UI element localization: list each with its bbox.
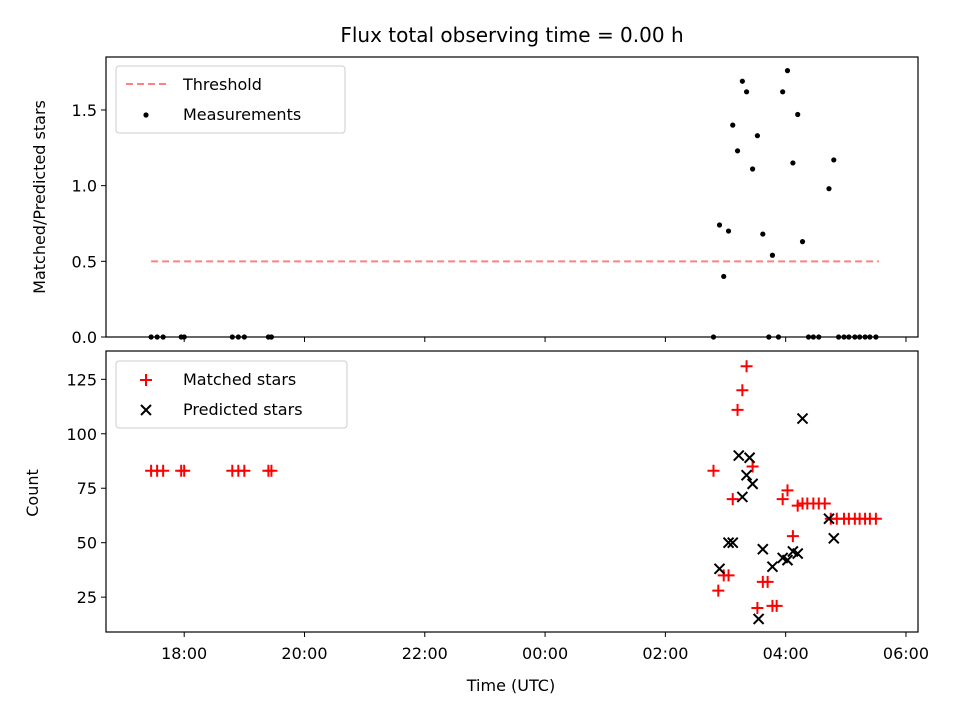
matched-star-point bbox=[238, 464, 251, 477]
matched-star-point bbox=[751, 602, 764, 615]
bottom-legend: Matched stars Predicted stars bbox=[115, 360, 348, 429]
top-y-tick-label: 1.5 bbox=[72, 101, 97, 120]
measurement-point bbox=[831, 157, 837, 163]
predicted-star-point bbox=[713, 563, 726, 575]
top-y-tick-label: 1.0 bbox=[72, 177, 97, 196]
measurement-point bbox=[734, 148, 741, 154]
predicted-star-point bbox=[766, 560, 779, 573]
matched-star-point bbox=[869, 512, 882, 525]
predicted-star-point bbox=[796, 412, 809, 425]
measurement-point bbox=[749, 166, 756, 172]
matched-star-point bbox=[746, 460, 759, 473]
legend-predicted-label: Predicted stars bbox=[183, 400, 303, 419]
matched-legend-swatch bbox=[140, 374, 152, 386]
measurement-point bbox=[799, 239, 806, 245]
x-tick-label: 02:00 bbox=[642, 644, 688, 663]
bottom-y-tick-label: 50 bbox=[77, 534, 97, 553]
measurement-point bbox=[795, 111, 801, 118]
measurement-point bbox=[743, 89, 750, 95]
top-y-tick-label: 0.5 bbox=[72, 252, 97, 271]
x-tick-label: 22:00 bbox=[402, 644, 448, 663]
predicted-star-point bbox=[828, 532, 840, 545]
x-tick-label: 18:00 bbox=[161, 644, 207, 663]
matched-star-point bbox=[736, 384, 749, 397]
bottom-y-tick-label: 75 bbox=[77, 479, 97, 498]
bottom-y-tick-label: 125 bbox=[66, 370, 97, 389]
matched-star-point bbox=[740, 360, 753, 373]
measurement-point bbox=[721, 273, 727, 280]
measurement-point bbox=[790, 160, 796, 166]
matched-star-point bbox=[157, 464, 170, 477]
predicted-star-point bbox=[736, 491, 749, 503]
measurement-point bbox=[780, 89, 786, 95]
matched-star-point bbox=[712, 584, 725, 597]
bottom-plot-area: 18:00 20:00 22:00 00:00 02:00 04:00 06:00 25 50 7… bbox=[66, 360, 929, 663]
matched-star-point bbox=[726, 493, 739, 506]
measurement-point bbox=[716, 222, 723, 228]
legend-measurements-label: Measurements bbox=[183, 105, 301, 124]
top-legend: Threshold Measurements bbox=[115, 65, 346, 134]
predicted-star-point bbox=[752, 613, 765, 625]
predicted-star-point bbox=[727, 536, 739, 549]
top-axes-frame bbox=[105, 56, 919, 338]
x-tick-label: 04:00 bbox=[763, 644, 809, 663]
top-y-tick-label: 0.0 bbox=[72, 328, 97, 347]
matched-star-point bbox=[265, 464, 278, 477]
predicted-star-point bbox=[791, 547, 804, 560]
measurement-point bbox=[725, 228, 732, 234]
matched-star-point bbox=[786, 530, 799, 543]
measurement-point bbox=[739, 78, 745, 84]
predicted-star-point bbox=[823, 513, 835, 525]
predicted-star-point bbox=[781, 554, 794, 566]
measurements-legend-swatch bbox=[143, 112, 149, 118]
predicted-star-point bbox=[746, 478, 759, 490]
measurement-point bbox=[754, 133, 761, 139]
predicted-star-point bbox=[757, 543, 769, 555]
matched-star-point bbox=[722, 569, 735, 582]
matched-star-point bbox=[770, 599, 783, 612]
measurement-point bbox=[769, 252, 776, 258]
matched-star-point bbox=[731, 403, 744, 416]
top-plot-area: 0.0 0.5 1.0 1.5 bbox=[72, 68, 907, 347]
measurement-point bbox=[730, 122, 736, 128]
panel-bottom: Count Time (UTC) 18:00 20:00 22:00 00:00 02:… bbox=[23, 350, 929, 695]
matched-star-point bbox=[781, 484, 794, 497]
measurement-point bbox=[784, 68, 791, 74]
measurement-point bbox=[826, 186, 832, 192]
predicted-star-point bbox=[722, 536, 735, 549]
matched-star-point bbox=[707, 464, 720, 477]
predicted-star-point bbox=[740, 469, 753, 481]
matched-star-point bbox=[178, 464, 191, 477]
bottom-y-tick-label: 25 bbox=[77, 588, 97, 607]
predicted-star-point bbox=[743, 452, 756, 464]
predicted-star-point bbox=[733, 449, 745, 462]
x-tick-label: 06:00 bbox=[883, 644, 929, 663]
chart-title: Flux total observing time = 0.00 h bbox=[340, 23, 683, 47]
panel-top: Flux total observing time = 0.00 h Match… bbox=[30, 23, 919, 347]
measurement-point bbox=[760, 231, 766, 237]
bottom-y-tick-label: 100 bbox=[66, 425, 97, 444]
bottom-axes-frame bbox=[105, 350, 919, 633]
legend-matched-label: Matched stars bbox=[183, 370, 296, 389]
matched-star-point bbox=[776, 493, 789, 506]
x-tick-label: 20:00 bbox=[281, 644, 327, 663]
x-tick-label: 00:00 bbox=[522, 644, 568, 663]
legend-threshold-label: Threshold bbox=[182, 75, 262, 94]
predicted-legend-swatch bbox=[140, 404, 152, 416]
bottom-y-axis-label: Count bbox=[23, 469, 42, 517]
top-y-axis-label: Matched/Predicted stars bbox=[30, 100, 49, 294]
x-axis-label: Time (UTC) bbox=[466, 676, 555, 695]
top-legend-box bbox=[115, 65, 346, 134]
matched-star-point bbox=[818, 497, 831, 510]
matched-star-point bbox=[761, 575, 774, 588]
bottom-legend-box bbox=[115, 360, 348, 429]
